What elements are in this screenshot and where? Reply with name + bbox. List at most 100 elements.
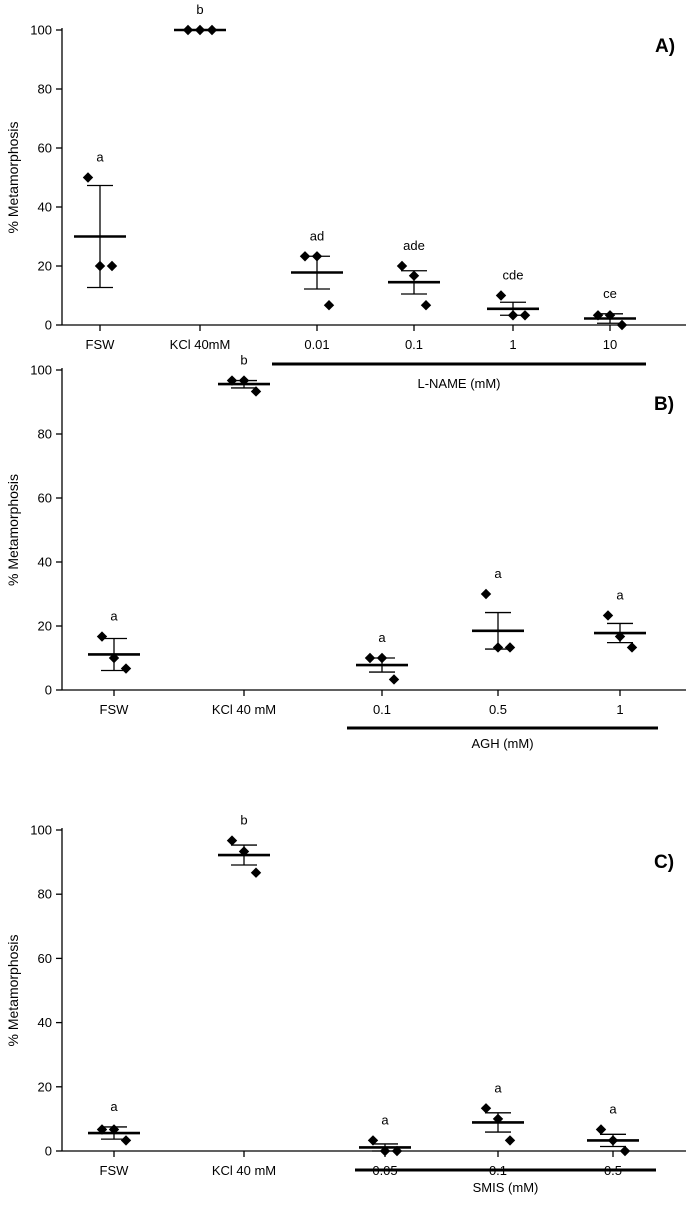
data-point (238, 846, 250, 857)
data-point (408, 270, 420, 281)
data-point (614, 631, 626, 642)
group-label: L-NAME (mM) (417, 376, 500, 391)
data-point (238, 375, 250, 386)
data-group: a (88, 1099, 140, 1146)
data-point (299, 251, 311, 262)
data-point (504, 1135, 516, 1146)
data-group: a (472, 566, 524, 653)
data-point (492, 1113, 504, 1125)
data-point (250, 867, 262, 878)
significance-letter: ade (403, 238, 425, 253)
data-group: ce (584, 286, 636, 331)
data-point (96, 1124, 108, 1135)
data-point (480, 588, 492, 600)
x-tick-label: KCl 40 mM (212, 1163, 276, 1178)
significance-letter: a (110, 609, 118, 624)
y-tick-label: 60 (38, 141, 52, 156)
y-tick-label: 20 (38, 619, 52, 634)
significance-letter: b (240, 353, 247, 368)
data-point (388, 674, 400, 685)
data-point (519, 310, 531, 321)
data-point (619, 1145, 631, 1157)
data-point (595, 1124, 607, 1135)
data-group: ade (388, 238, 440, 311)
significance-letter: a (110, 1099, 118, 1114)
panel-label: A) (655, 36, 675, 57)
data-point (323, 300, 335, 311)
data-point (504, 642, 516, 653)
x-tick-label: FSW (100, 1163, 130, 1178)
chart-panel: 0 20 40 60 80 100 % Metamorphosis B) FSW KCl 40 m… (5, 353, 686, 751)
group-label: SMIS (mM) (473, 1180, 539, 1195)
x-tick-label: 0.1 (405, 337, 423, 352)
x-tick-label: 1 (509, 337, 516, 352)
data-point (492, 642, 504, 653)
x-tick-label: FSW (86, 337, 116, 352)
significance-letter: b (196, 2, 203, 17)
data-point (94, 260, 106, 272)
data-group: a (359, 1112, 411, 1157)
data-point (311, 251, 323, 262)
significance-letter: a (609, 1101, 617, 1116)
significance-letter: ad (310, 228, 324, 243)
significance-letter: a (381, 1112, 389, 1127)
chart-panel: 0 20 40 60 80 100 % Metamorphosis C) FSW KCl 40 m… (5, 813, 686, 1195)
data-point (226, 375, 238, 386)
data-point (106, 260, 118, 272)
data-point (367, 1135, 379, 1146)
data-point (480, 1103, 492, 1114)
data-point (396, 260, 408, 272)
data-point (495, 290, 507, 301)
y-tick-label: 80 (38, 82, 52, 97)
y-tick-label: 100 (30, 363, 52, 378)
y-tick-label: 60 (38, 491, 52, 506)
data-point (626, 642, 638, 653)
data-point (604, 310, 616, 321)
y-tick-label: 20 (38, 259, 52, 274)
data-group: a (88, 609, 140, 674)
panel-label: C) (654, 852, 674, 873)
y-axis-label: % Metamorphosis (5, 474, 21, 586)
data-group: a (356, 630, 408, 685)
y-tick-label: 0 (45, 683, 52, 698)
data-group: a (472, 1080, 524, 1146)
y-tick-label: 60 (38, 951, 52, 966)
data-point (391, 1145, 403, 1157)
significance-letter: ce (603, 286, 617, 301)
x-tick-label: KCl 40mM (170, 337, 231, 352)
y-tick-label: 100 (30, 23, 52, 38)
data-point (96, 631, 108, 642)
x-tick-label: 1 (616, 702, 623, 717)
data-group: ad (291, 228, 343, 311)
data-group: cde (487, 268, 539, 321)
y-tick-label: 40 (38, 200, 52, 215)
y-axis-label: % Metamorphosis (5, 934, 21, 1046)
x-tick-label: 0.1 (373, 702, 391, 717)
y-tick-label: 40 (38, 1015, 52, 1030)
data-group: a (587, 1101, 639, 1157)
y-tick-label: 0 (45, 318, 52, 333)
y-tick-label: 40 (38, 555, 52, 570)
data-group: b (218, 353, 270, 397)
x-tick-label: KCl 40 mM (212, 702, 276, 717)
y-tick-label: 100 (30, 823, 52, 838)
significance-letter: a (616, 587, 624, 602)
significance-letter: a (494, 566, 502, 581)
data-group: b (174, 2, 226, 36)
significance-letter: a (494, 1080, 502, 1095)
group-label: AGH (mM) (471, 736, 533, 751)
data-point (194, 24, 206, 36)
data-point (616, 319, 628, 331)
data-point (120, 663, 132, 674)
data-point (420, 300, 432, 311)
data-point (250, 386, 262, 397)
data-point (602, 610, 614, 621)
y-axis-label: % Metamorphosis (5, 121, 21, 233)
significance-letter: b (240, 813, 247, 828)
data-point (376, 652, 388, 664)
y-tick-label: 0 (45, 1144, 52, 1159)
x-tick-label: 0.01 (304, 337, 329, 352)
data-point (82, 172, 94, 183)
y-tick-label: 20 (38, 1079, 52, 1094)
